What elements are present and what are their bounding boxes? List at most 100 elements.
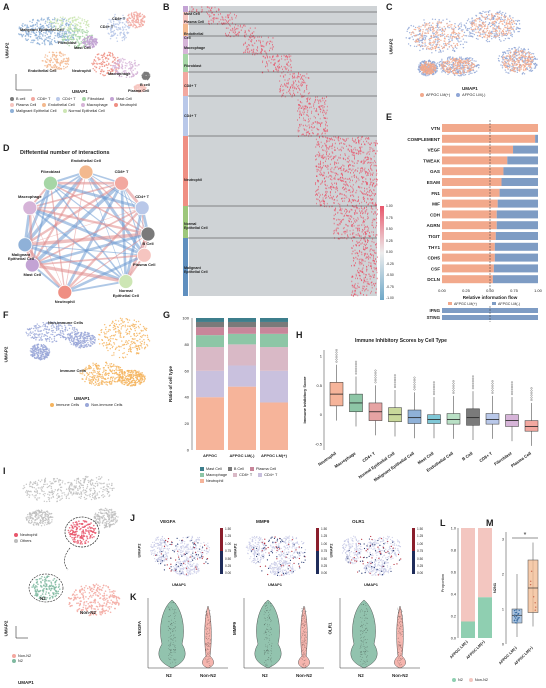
bar-minus-ESAM: [501, 178, 538, 186]
node-9: [118, 274, 134, 289]
bg: [341, 535, 363, 565]
cluster-label-4: CD8+ T: [112, 17, 126, 21]
colorbar-tick-8: -1.00: [386, 296, 394, 300]
feature-cb-tick: 1.50: [225, 527, 232, 531]
cluster-label-6: Neutrophil: [72, 69, 91, 73]
ylabel-TIGIT: TIGIT: [428, 234, 440, 239]
colorbar-tick-5: -0.25: [386, 261, 394, 266]
row-bar-7: [183, 136, 188, 206]
bar-lower-STING: [442, 315, 538, 320]
legend-l: N2 Non-N2: [452, 678, 488, 682]
xtick-h: Plasma Cell: [510, 451, 532, 469]
lm-pos-4: [419, 61, 437, 75]
legend-g-item: B Cell: [227, 467, 244, 471]
xtick: 0.75: [510, 288, 519, 293]
node-6: [17, 237, 33, 253]
violin-n2: [158, 599, 186, 669]
feature-cb-tick: 1.00: [225, 541, 232, 546]
row-bar-4: [183, 54, 188, 72]
xtick-h: CD8+ T: [478, 450, 493, 463]
violin-plot-MMP9: [243, 598, 324, 669]
segment-Neutrophil-1: [228, 386, 256, 450]
legend-a-item: Neutrophil: [113, 103, 137, 107]
cluster-10: [46, 16, 90, 33]
feature-cb-tick: 1.25: [417, 534, 424, 539]
segment-CD8-T-2: [260, 347, 288, 371]
edge: [29, 207, 66, 293]
segment-CD8-T-0: [196, 347, 224, 371]
ylabel-h: Immune Inhibitory Score: [302, 376, 307, 424]
row-bar-8: [183, 206, 188, 238]
xtick-g: AFPGC: [203, 453, 217, 458]
legend-g-item: Neutrophil: [200, 479, 223, 483]
ylabel-GAS: GAS: [430, 169, 440, 174]
bar-minus-TWEAK: [507, 156, 538, 165]
bar-minus-VEGF: [513, 145, 538, 154]
violin-group-non-n2: Non-N2: [392, 673, 408, 678]
label-n2: N2: [40, 596, 46, 601]
box-4: [407, 409, 422, 424]
cluster-2: [81, 35, 99, 49]
row-bar-6: [183, 96, 188, 136]
panel-label-d: D: [3, 143, 10, 153]
significance-star: *: [524, 532, 527, 539]
legend-g-item: Mast Cell: [200, 467, 222, 471]
violin-group-n2: N2: [262, 673, 268, 678]
legend-g-item: Plasma Cell: [249, 467, 276, 471]
node-10: [57, 284, 73, 300]
cluster-label-0: Malignant Epithelial Cell: [20, 28, 64, 32]
feature-title-MMP9: MMP9: [256, 519, 270, 524]
legend-a-item: CD8+ T: [31, 97, 50, 101]
feature-cb-tick: 1.00: [321, 541, 328, 546]
box-10: [524, 420, 539, 432]
edge: [28, 207, 34, 266]
feature-cb-tick: 1.50: [321, 527, 328, 531]
umap2-label-a: UMAP2: [4, 42, 10, 59]
violin-n2: [350, 599, 378, 669]
bg: [365, 535, 402, 561]
bar-plus-VEGF: [442, 145, 514, 154]
node-7: [136, 247, 152, 263]
umap1-label-j: UMAP1: [364, 582, 379, 587]
bar-plus-AGRN: [442, 221, 497, 230]
umap1-label-a: UMAP1: [72, 89, 88, 94]
legend-a-item: Mast Cell: [110, 97, 132, 101]
panel-label-l: L: [440, 518, 446, 528]
bar-plus-FN1: [442, 188, 500, 197]
bar-plus-CDH5: [442, 253, 495, 262]
ylabel-TWEAK: TWEAK: [423, 158, 441, 163]
feature-cb-tick: 0.75: [417, 549, 424, 554]
umap2-label-c: UMAP2: [388, 38, 394, 55]
row-label-8: Normal Epithelial Cell: [184, 222, 208, 230]
ylabel-ESAM: ESAM: [427, 180, 440, 185]
umap2-label-j: UMAP2: [328, 543, 334, 558]
xtick-l: AFPGC LM(+): [465, 639, 486, 660]
segment-Macrophage-1: [228, 333, 256, 345]
node-label-0: Endothelial Cell: [71, 158, 102, 163]
neutrophil: [67, 519, 97, 545]
feature-plot-VEGFA: [149, 535, 210, 577]
row-bar-1: [183, 12, 188, 24]
feature-plot-OLR1: [341, 535, 402, 576]
panel-label-j: J: [130, 513, 136, 523]
row-bar-3: [183, 36, 188, 54]
feature-cb-tick: 0.00: [321, 571, 328, 576]
bar-minus-COMPLEMENT: [535, 134, 538, 143]
bar-plus-CSF: [442, 264, 494, 273]
row-label-6: CD4+ T: [184, 114, 197, 118]
cluster-8: [141, 71, 151, 81]
row-bar-2: [183, 24, 188, 36]
umap1-label-i: UMAP1: [18, 680, 34, 685]
node-4: [22, 200, 38, 216]
panel-label-h: H: [296, 330, 303, 340]
node-2: [43, 175, 58, 191]
bg: [172, 559, 200, 577]
node-8: [24, 257, 40, 273]
edge: [29, 171, 87, 209]
lm-pos-3: [440, 57, 476, 75]
bar-minus-THY1: [494, 242, 538, 251]
umap-f-points: [25, 317, 151, 387]
node-5: [140, 226, 156, 242]
feature-cb-tick: 0.75: [225, 549, 232, 554]
